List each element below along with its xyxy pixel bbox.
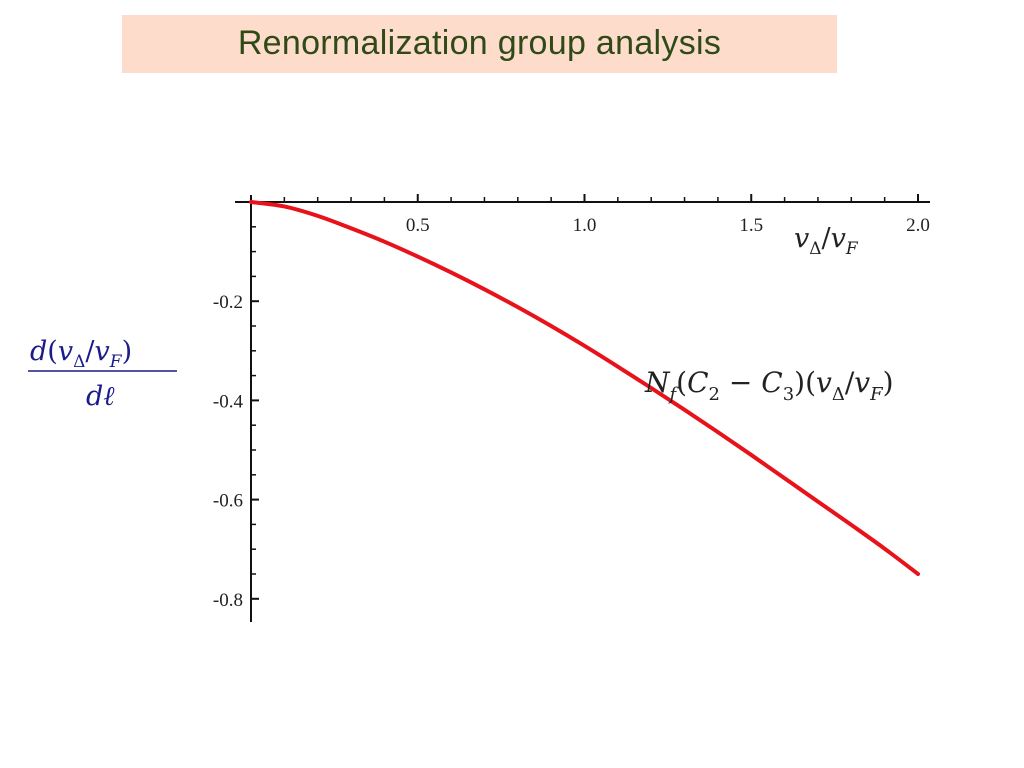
x-axis-label: vΔ/vF [794,223,859,259]
y-tick-labels: -0.2 -0.4 -0.6 -0.8 [213,292,244,611]
y-axis-label: d(vΔ/vF) dℓ [28,336,177,412]
y-ticks [251,226,259,600]
svg-text:d(vΔ/vF): d(vΔ/vF) [30,336,132,372]
y-tick-label: -0.8 [213,590,243,611]
x-tick-label: 1.5 [739,215,763,236]
curve-annotation: Nf(C2 − C3)(vΔ/vF) [644,366,894,405]
slide-title: Renormalization group analysis [237,23,722,62]
y-tick-label: -0.4 [213,391,244,412]
x-tick-labels: 0.5 1.0 1.5 2.0 [406,215,930,236]
x-ticks [283,194,919,202]
title-banner: Renormalization group analysis [122,15,837,73]
x-tick-label: 0.5 [406,215,430,236]
y-tick-label: -0.2 [213,292,243,313]
svg-text:dℓ: dℓ [86,381,115,412]
svg-text:vΔ/vF: vΔ/vF [794,223,859,259]
svg-text:Nf(C2 − C3)(vΔ/vF): Nf(C2 − C3)(vΔ/vF) [644,366,894,405]
series-line [249,200,920,576]
x-tick-label: 2.0 [906,215,930,236]
y-tick-label: -0.6 [213,491,243,512]
x-tick-label: 1.0 [573,215,597,236]
